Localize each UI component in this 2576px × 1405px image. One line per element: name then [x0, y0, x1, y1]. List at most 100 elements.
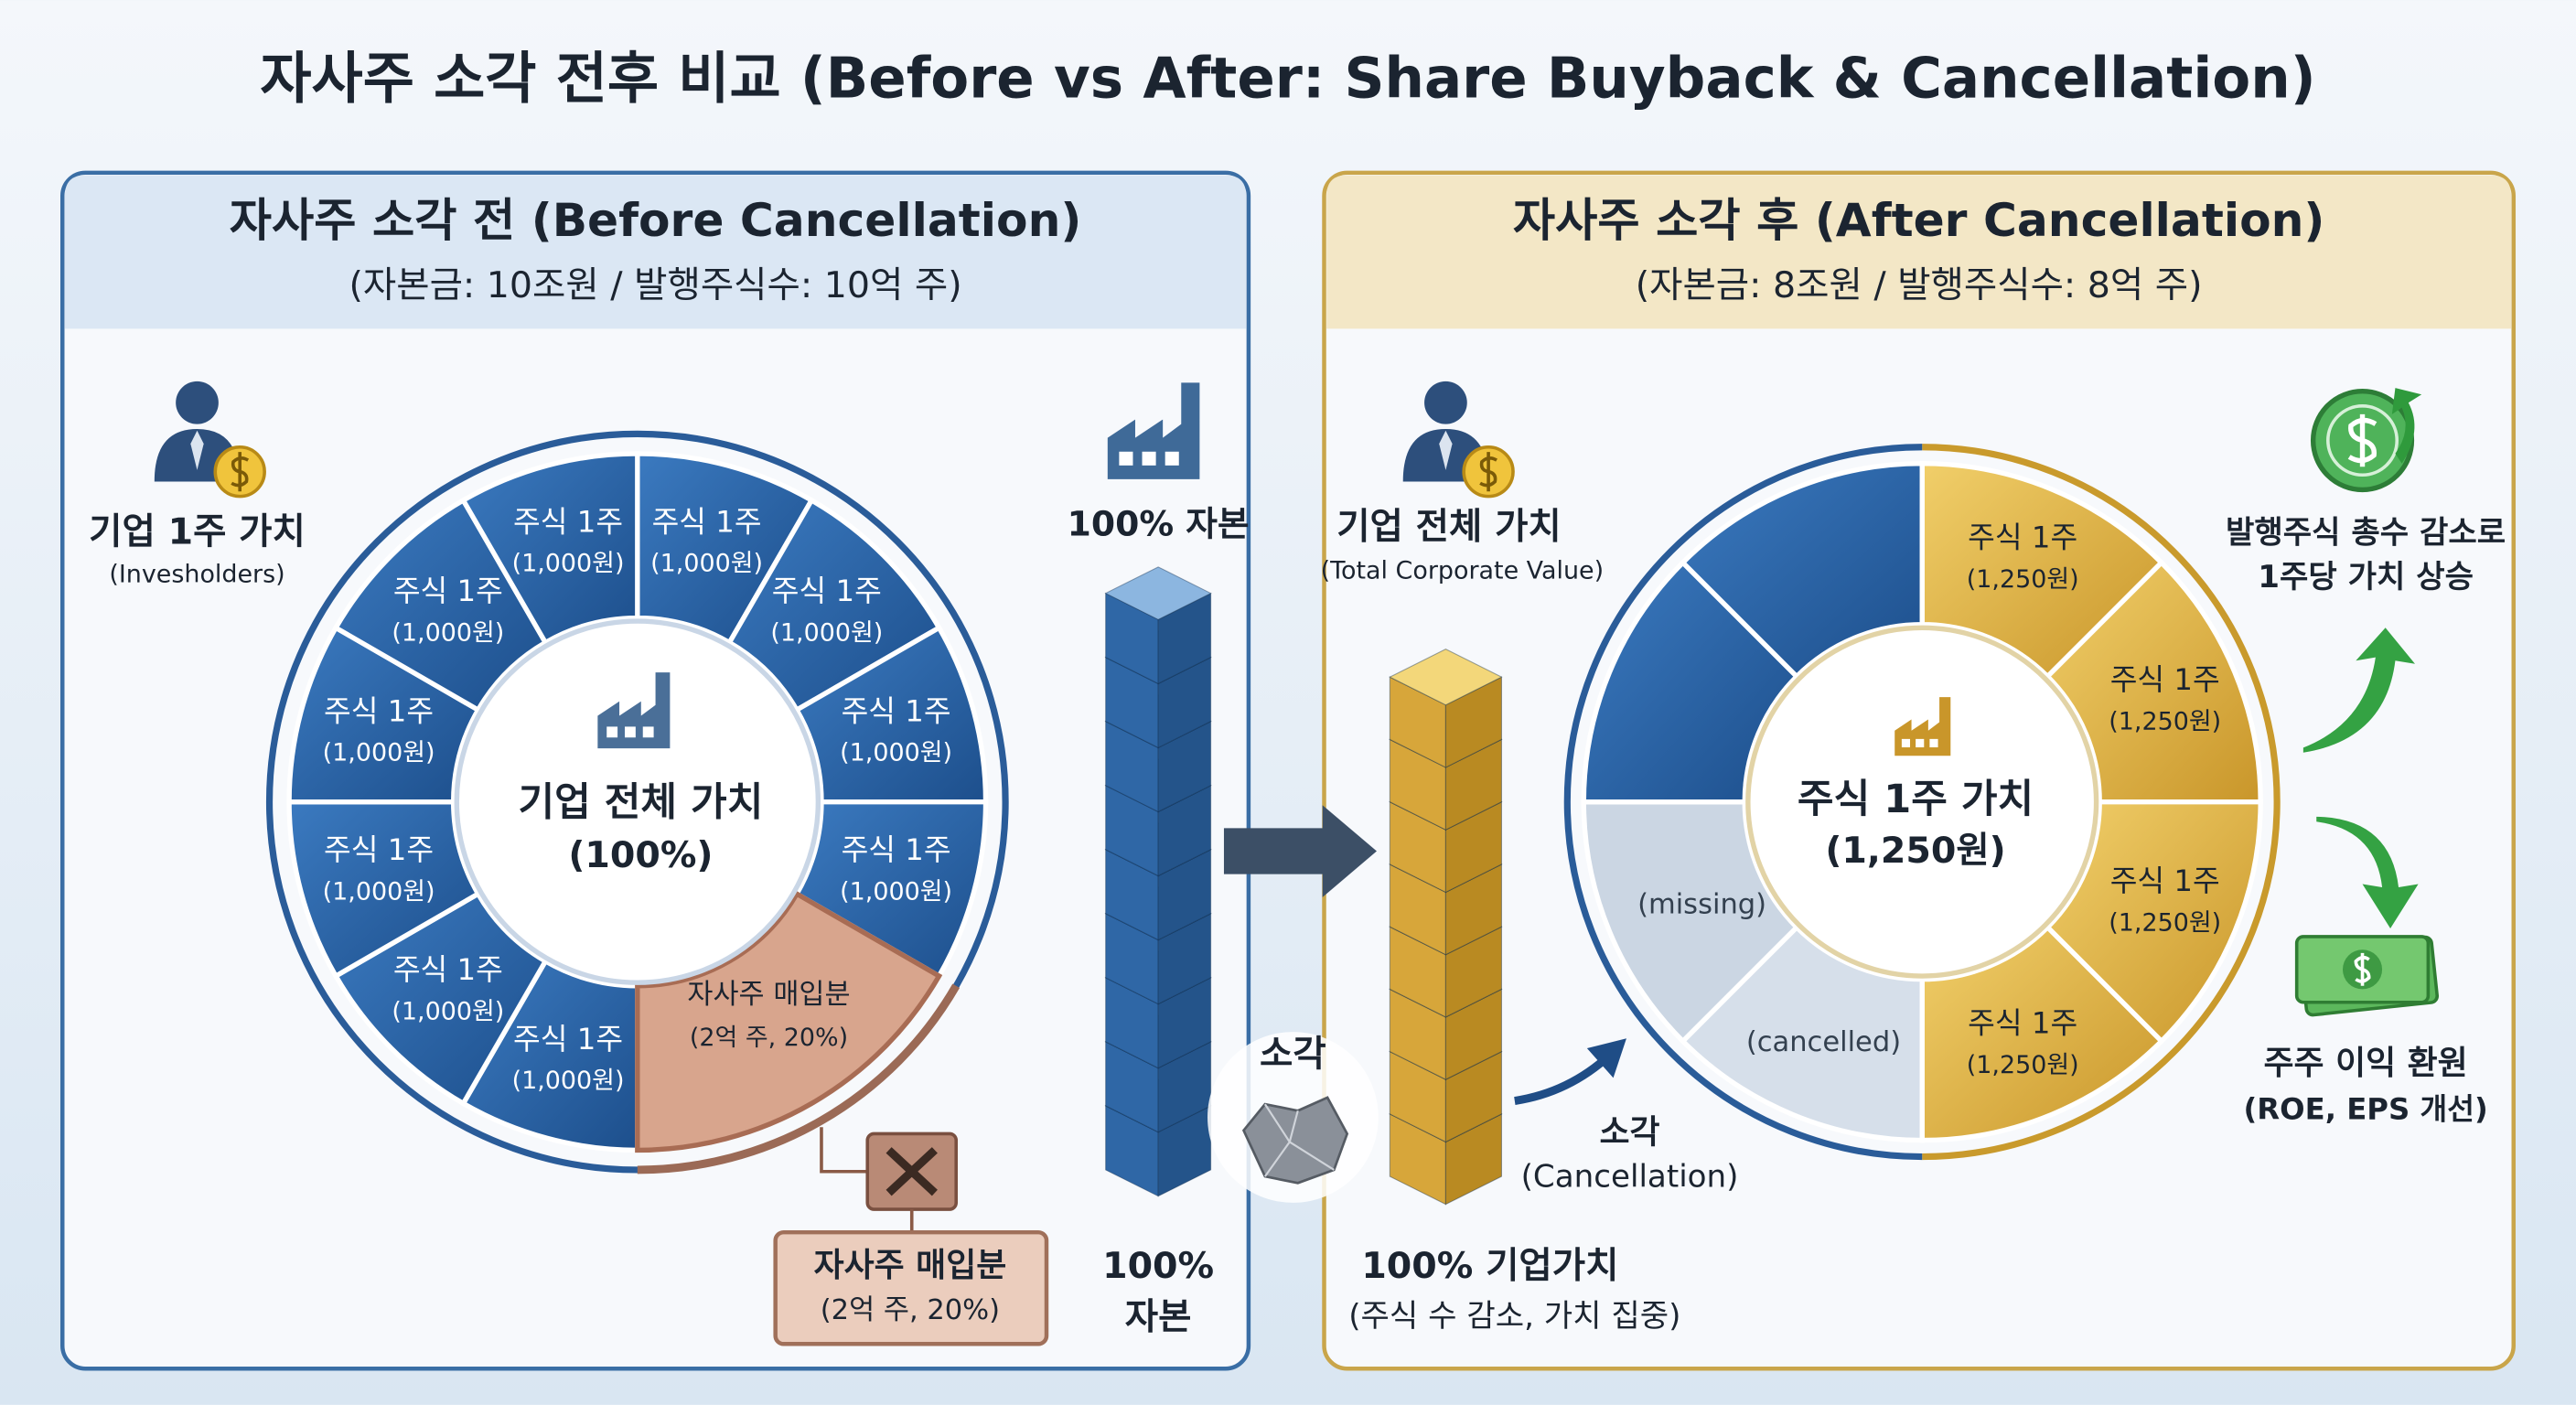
label: 기업 전체 가치	[1336, 506, 1562, 548]
share-label: 주식 1주	[513, 504, 623, 539]
label: 주주 이익 환원	[2264, 1045, 2468, 1082]
label: 100% 자본	[1068, 503, 1250, 543]
share-label: 주식 1주	[513, 1022, 623, 1056]
share-price: (1,000원)	[512, 1067, 625, 1095]
factory-window	[642, 726, 654, 738]
buyback-segment	[635, 890, 943, 1153]
donut-ring-buyback	[637, 983, 961, 1174]
share-label: 주식 1주	[2110, 662, 2220, 697]
person-tie	[190, 430, 204, 470]
share-label: 주식 1주	[842, 832, 951, 867]
panel-subtitle: (자본금: 10조원 / 발행주식수: 10억 주)	[349, 264, 962, 306]
share-price: (1,000원)	[323, 877, 435, 906]
connector	[820, 1127, 868, 1174]
cancelled-segment	[1679, 923, 1925, 1143]
label: (100%)	[568, 834, 713, 876]
label: 1주당 가치 상승	[2258, 559, 2474, 595]
label: (Invesholders)	[109, 560, 284, 588]
remaining-segment	[1679, 460, 1925, 681]
cancel-x	[886, 1147, 938, 1196]
share-price: (1,000원)	[512, 550, 625, 578]
coin-symbol	[231, 452, 250, 492]
label: (Cancellation)	[1521, 1158, 1739, 1195]
label: (2억 주, 20%)	[821, 1294, 1000, 1326]
label: (ROE, EPS 개선)	[2244, 1091, 2488, 1126]
share-price: (1,250원)	[1967, 565, 2079, 594]
share-price: (1,000원)	[840, 877, 952, 906]
cube-right	[1157, 848, 1212, 941]
share-price: (1,000원)	[650, 550, 763, 578]
coin-symbol	[2347, 413, 2377, 467]
label: 자본	[1125, 1296, 1192, 1338]
share-label: 주식 1주	[1968, 520, 2077, 555]
factory-window	[1901, 738, 1911, 748]
label: 기업 1주 가치	[89, 510, 306, 552]
label: 기업 전체 가치	[518, 780, 763, 826]
factory-window	[606, 726, 618, 738]
share-price: (1,250원)	[2109, 708, 2221, 736]
segment-note: (cancelled)	[1746, 1026, 1901, 1058]
label: 소각	[1600, 1113, 1660, 1151]
panel-title: 자사주 소각 후 (After Cancellation)	[1513, 193, 2325, 247]
share-label: 주식 1주	[324, 832, 434, 867]
donut-center	[1745, 625, 2099, 979]
share-label: 주식 1주	[652, 504, 762, 539]
share-label: 주식 1주	[1968, 1006, 2077, 1041]
factory-window	[1165, 451, 1179, 466]
buyback-box	[773, 1229, 1049, 1346]
share-price: (1,000원)	[392, 619, 504, 648]
person-head	[1424, 381, 1467, 424]
panel-subtitle: (자본금: 8조원 / 발행주식수: 8억 주)	[1636, 264, 2203, 306]
share-label: 주식 1주	[2110, 863, 2220, 898]
share-segment	[459, 451, 640, 647]
buyback-note: (2억 주, 20%)	[690, 1024, 848, 1052]
label: (1,250원)	[1825, 830, 2005, 872]
share-label: 주식 1주	[393, 952, 503, 987]
share-price: (1,000원)	[840, 739, 952, 767]
share-price: (1,250원)	[1967, 1051, 2079, 1079]
factory-window	[1142, 451, 1156, 466]
label: (주식 수 감소, 가치 집중)	[1348, 1298, 1680, 1335]
cancelled-segment	[1581, 799, 1800, 1046]
coin-inner	[2326, 404, 2399, 477]
page-title: 자사주 소각 전후 비교 (Before vs After: Share Buy…	[260, 47, 2315, 112]
cube-top	[1104, 566, 1212, 620]
panel-title: 자사주 소각 전 (Before Cancellation)	[230, 193, 1082, 247]
remaining-segment	[1581, 559, 1800, 805]
label: 100% 기업가치	[1361, 1245, 1618, 1287]
share-label: 주식 1주	[842, 693, 951, 728]
donut-center	[454, 618, 821, 985]
label: 자사주 매입분	[814, 1247, 1007, 1284]
up-arrow	[2302, 627, 2415, 753]
factory-window	[1929, 738, 1938, 748]
crumpled-fold	[1263, 1103, 1335, 1177]
share-label: 주식 1주	[324, 693, 434, 728]
panel-header	[1326, 175, 2512, 329]
label: 소각	[1260, 1034, 1326, 1076]
share-label: 주식 1주	[393, 574, 503, 608]
up-arrow-small	[2391, 388, 2422, 464]
cancel-arrowhead	[1586, 1038, 1626, 1078]
share-price: (1,250원)	[2109, 908, 2221, 937]
donut-ring	[1922, 444, 2281, 1161]
person-tie	[1439, 430, 1453, 470]
share-label: 주식 1주	[772, 574, 882, 608]
share-segment	[2044, 799, 2263, 1046]
factory-window	[1916, 738, 1925, 748]
label: 발행주식 총수 감소로	[2226, 514, 2506, 551]
label: (Total Corporate Value)	[1321, 557, 1605, 585]
cube-right	[1157, 976, 1212, 1069]
panel-header	[64, 175, 1247, 329]
down-arrow	[2316, 816, 2419, 928]
buyback-label: 자사주 매입분	[687, 979, 850, 1011]
cube-right	[1157, 1040, 1212, 1133]
cube-right	[1157, 912, 1212, 1005]
donut-ring	[1563, 444, 1923, 1161]
factory-window	[624, 726, 636, 738]
share-price: (1,000원)	[392, 997, 504, 1025]
person-head	[176, 381, 219, 424]
segment-note: (missing)	[1637, 888, 1766, 920]
share-price: (1,000원)	[323, 739, 435, 767]
